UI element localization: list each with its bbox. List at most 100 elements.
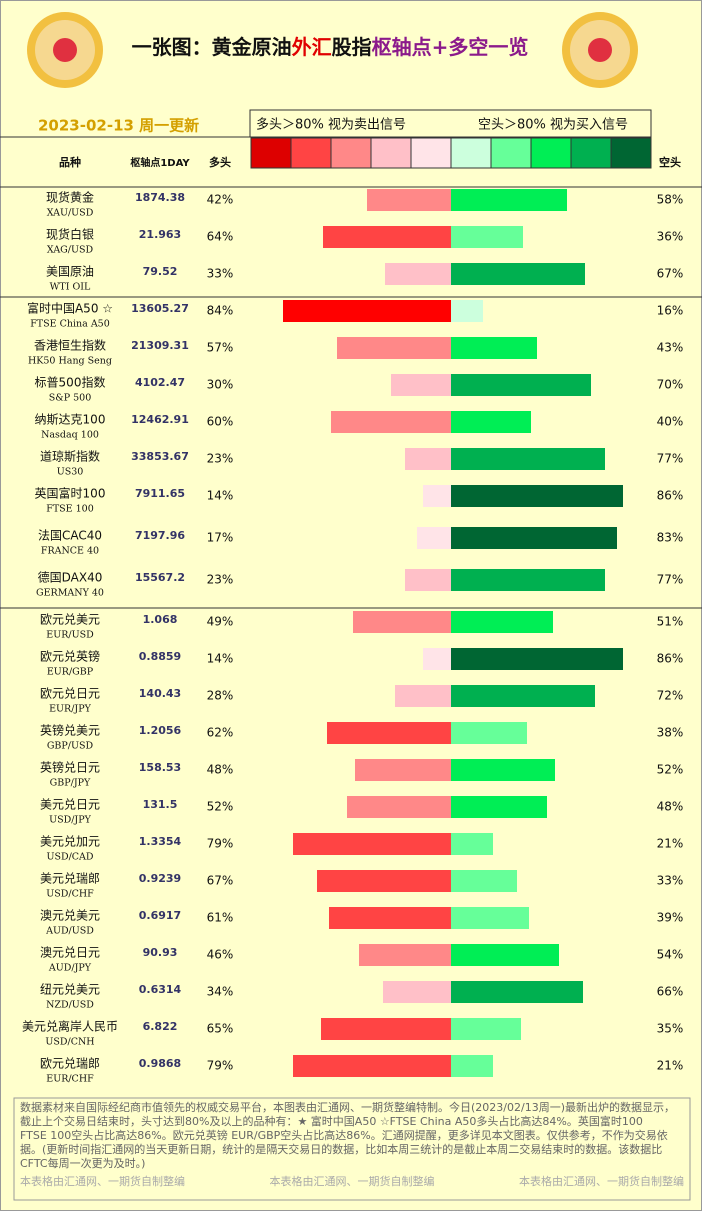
date: 2023-02-13 周一更新 [38, 117, 199, 135]
short-bar [451, 485, 623, 507]
col-header: 枢轴点1DAY [130, 156, 190, 169]
short-pct: 16% [657, 304, 684, 318]
long-pct: 79% [207, 837, 234, 851]
short-bar [451, 981, 583, 1003]
long-pct: 28% [207, 689, 234, 703]
long-bar [283, 300, 451, 322]
instrument-name: 现货白银 [46, 227, 94, 242]
title-part: 外汇 [292, 35, 332, 59]
instrument-name: 欧元兑英镑 [40, 649, 100, 664]
long-bar [317, 870, 451, 892]
instrument-name: 美国原油 [46, 265, 94, 279]
legend-swatch [250, 137, 292, 169]
instrument-name: 美元兑离岸人民币 [22, 1019, 118, 1034]
pivot: 21.963 [139, 228, 181, 241]
instrument-code: EUR/USD [46, 630, 94, 641]
legend-short: 空头＞80% 视为买入信号 [478, 118, 628, 133]
instrument-code: US30 [57, 467, 84, 478]
short-bar [451, 300, 483, 322]
pivot: 1874.38 [135, 191, 185, 204]
short-bar [451, 1055, 493, 1077]
pivot: 0.9868 [139, 1057, 181, 1070]
long-bar [293, 833, 451, 855]
footer-box [13, 1097, 691, 1201]
instrument-code: FTSE China A50 [30, 319, 110, 330]
long-bar [405, 569, 451, 591]
title-part: 枢轴点 [372, 35, 432, 59]
footer-text: 数据素材来自国际经纪商市值领先的权威交易平台，本图表由汇通网、一期货整编特制。今… [20, 1101, 675, 1170]
long-pct: 42% [207, 193, 234, 207]
instrument-code: EUR/CHF [46, 1074, 94, 1085]
legend-swatch [610, 137, 652, 169]
short-bar [451, 648, 623, 670]
short-pct: 86% [657, 652, 684, 666]
instrument-name: 欧元兑日元 [40, 687, 100, 701]
short-bar [451, 944, 559, 966]
legend-swatch [450, 137, 492, 169]
legend-swatch [570, 137, 612, 169]
credits: 本表格由汇通网、一期货自制整编 本表格由汇通网、一期货自制整编 本表格由汇通网、一期… [20, 1175, 684, 1189]
short-bar [451, 374, 591, 396]
short-pct: 52% [657, 763, 684, 777]
title-part: 股指 [332, 35, 372, 59]
short-pct: 72% [657, 689, 684, 703]
short-bar [451, 448, 605, 470]
long-pct: 79% [207, 1059, 234, 1073]
credit: 本表格由汇通网、一期货自制整编 [269, 1175, 435, 1188]
legend-box [249, 109, 652, 138]
long-pct: 14% [207, 489, 234, 503]
title: 一张图：黄金原油外汇股指枢轴点+多空一览 [132, 35, 529, 59]
instrument-name: 标普500指数 [35, 375, 106, 390]
long-bar [355, 759, 451, 781]
short-bar [451, 1018, 521, 1040]
pivot: 0.8859 [139, 650, 181, 663]
long-pct: 33% [207, 267, 234, 281]
long-pct: 65% [207, 1022, 234, 1036]
instrument-name: 英国富时100 [35, 486, 106, 501]
legend-swatch [290, 137, 332, 169]
long-pct: 52% [207, 800, 234, 814]
long-bar [347, 796, 451, 818]
logo-right [562, 12, 638, 88]
short-bar [451, 263, 585, 285]
long-bar [395, 685, 451, 707]
short-bar [451, 527, 617, 549]
short-bar [451, 189, 567, 211]
instrument-code: FRANCE 40 [41, 546, 99, 557]
instrument-name: 纳斯达克100 [35, 413, 106, 427]
instrument-name: 欧元兑瑞郎 [40, 1057, 100, 1071]
legend-swatch [490, 137, 532, 169]
footer: 数据素材来自国际经纪商市值领先的权威交易平台，本图表由汇通网、一期货整编特制。今… [20, 1101, 684, 1189]
instrument-code: USD/CNH [45, 1037, 94, 1048]
long-bar [405, 448, 451, 470]
long-pct: 34% [207, 985, 234, 999]
short-pct: 67% [657, 267, 684, 281]
long-pct: 49% [207, 615, 234, 629]
instrument-code: XAU/USD [47, 208, 94, 219]
short-pct: 51% [657, 615, 684, 629]
instrument-name: 澳元兑美元 [40, 909, 100, 923]
short-bar [451, 870, 517, 892]
long-bar [321, 1018, 451, 1040]
pivot: 131.5 [143, 798, 178, 811]
short-pct: 38% [657, 726, 684, 740]
instrument-code: AUD/USD [45, 926, 94, 937]
short-pct: 39% [657, 911, 684, 925]
short-bar [451, 411, 531, 433]
logo-left [27, 12, 103, 88]
legend-swatch [530, 137, 572, 169]
instrument-code: GERMANY 40 [36, 588, 104, 599]
instrument-name: 英镑兑美元 [40, 723, 100, 738]
short-bar [451, 722, 527, 744]
instrument-code: WTI OIL [50, 282, 91, 293]
short-pct: 43% [657, 341, 684, 355]
pivot: 7911.65 [135, 487, 185, 500]
short-bar [451, 226, 523, 248]
pivot: 0.6314 [139, 983, 182, 996]
pivot: 158.53 [139, 761, 181, 774]
long-pct: 60% [207, 415, 234, 429]
long-bar [327, 722, 451, 744]
